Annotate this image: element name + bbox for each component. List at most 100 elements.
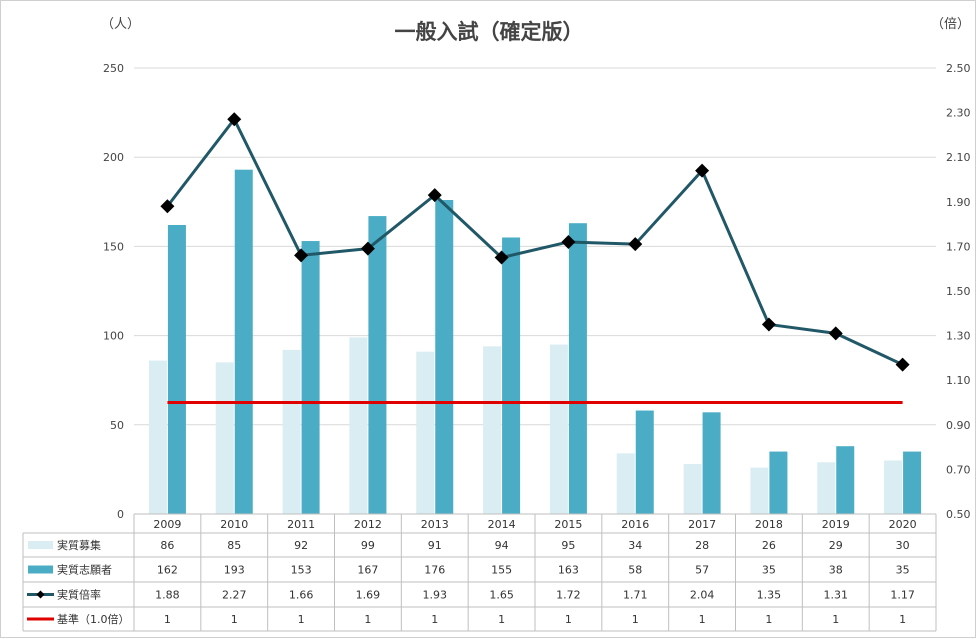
bar-1 xyxy=(817,462,836,514)
data-label: 58 xyxy=(628,564,642,577)
ratio-point xyxy=(695,163,710,178)
x-tick-label: 2017 xyxy=(688,518,716,531)
bar-2 xyxy=(502,237,521,515)
data-label: 1.17 xyxy=(890,589,915,602)
data-label: 1 xyxy=(765,613,772,626)
bar-2 xyxy=(301,241,320,514)
data-label: 193 xyxy=(224,564,245,577)
data-label: 162 xyxy=(157,564,178,577)
data-label: 163 xyxy=(558,564,579,577)
ratio-point xyxy=(160,199,175,214)
data-label: 34 xyxy=(628,539,642,552)
bar-2 xyxy=(702,412,721,514)
left-tick-label: 50 xyxy=(110,419,124,432)
bar-1 xyxy=(483,346,502,514)
right-tick-label: 0.90 xyxy=(946,419,971,432)
bar-2 xyxy=(368,216,387,514)
data-label: 30 xyxy=(896,539,910,552)
data-label: 155 xyxy=(491,564,512,577)
x-tick-label: 2013 xyxy=(421,518,449,531)
data-label: 1.65 xyxy=(489,589,514,602)
bar-2 xyxy=(435,200,454,515)
data-label: 2.04 xyxy=(690,589,715,602)
data-label: 35 xyxy=(762,564,776,577)
data-label: 1.31 xyxy=(824,589,849,602)
data-label: 1 xyxy=(431,613,438,626)
ratio-point xyxy=(227,112,242,127)
data-label: 1 xyxy=(231,613,238,626)
data-label: 28 xyxy=(695,539,709,552)
data-label: 1 xyxy=(498,613,505,626)
bar-2 xyxy=(635,410,654,514)
right-tick-label: 0.50 xyxy=(946,508,971,521)
legend-key xyxy=(28,541,53,549)
data-label: 91 xyxy=(428,539,442,552)
data-label: 92 xyxy=(294,539,308,552)
data-label: 2.27 xyxy=(222,589,247,602)
legend-label: 実質志願者 xyxy=(57,563,112,577)
bar-1 xyxy=(349,337,368,514)
x-tick-label: 2015 xyxy=(554,518,582,531)
legend-label: 実質倍率 xyxy=(57,588,101,602)
bar-1 xyxy=(549,344,568,514)
x-tick-label: 2014 xyxy=(488,518,516,531)
bar-1 xyxy=(416,351,435,514)
left-axis-unit: （人） xyxy=(101,17,140,32)
left-tick-label: 100 xyxy=(103,330,124,343)
data-label: 1 xyxy=(632,613,639,626)
bar-2 xyxy=(769,451,788,514)
left-tick-label: 0 xyxy=(117,508,124,521)
data-label: 1.93 xyxy=(423,589,448,602)
data-label: 1 xyxy=(832,613,839,626)
data-label: 1.72 xyxy=(556,589,581,602)
bar-1 xyxy=(616,453,635,514)
data-label: 57 xyxy=(695,564,709,577)
right-axis-unit: （倍） xyxy=(931,17,970,32)
x-tick-label: 2019 xyxy=(822,518,850,531)
data-label: 176 xyxy=(424,564,445,577)
ratio-point xyxy=(294,248,309,263)
legend-label: 実質募集 xyxy=(57,538,101,552)
data-label: 29 xyxy=(829,539,843,552)
ratio-point xyxy=(427,188,442,203)
bar-1 xyxy=(215,362,234,514)
ratio-point xyxy=(895,357,910,372)
left-tick-label: 150 xyxy=(103,240,124,253)
data-label: 99 xyxy=(361,539,375,552)
x-tick-label: 2018 xyxy=(755,518,783,531)
left-tick-label: 250 xyxy=(103,62,124,75)
data-label: 1 xyxy=(899,613,906,626)
data-label: 1.69 xyxy=(356,589,381,602)
data-label: 1 xyxy=(699,613,706,626)
data-label: 1.71 xyxy=(623,589,648,602)
legend-label: 基準（1.0倍） xyxy=(57,612,130,626)
bar-2 xyxy=(903,451,922,514)
ratio-point xyxy=(628,237,643,252)
data-label: 1 xyxy=(298,613,305,626)
data-label: 35 xyxy=(896,564,910,577)
x-tick-label: 2016 xyxy=(621,518,649,531)
x-tick-label: 2020 xyxy=(889,518,917,531)
bar-1 xyxy=(750,467,769,514)
chart-title: 一般入試（確定版） xyxy=(395,20,584,44)
data-label: 26 xyxy=(762,539,776,552)
bar-1 xyxy=(884,460,903,514)
data-label: 1.66 xyxy=(289,589,314,602)
ratio-point xyxy=(828,326,843,341)
right-tick-label: 1.90 xyxy=(946,196,971,209)
data-label: 1.35 xyxy=(757,589,782,602)
right-tick-label: 0.70 xyxy=(946,463,971,476)
right-tick-label: 1.10 xyxy=(946,374,971,387)
data-label: 1 xyxy=(164,613,171,626)
right-tick-label: 1.30 xyxy=(946,330,971,343)
bar-2 xyxy=(167,224,186,514)
x-tick-label: 2012 xyxy=(354,518,382,531)
bar-1 xyxy=(148,360,167,514)
data-label: 86 xyxy=(160,539,174,552)
data-label: 1.88 xyxy=(155,589,180,602)
right-tick-label: 1.70 xyxy=(946,240,971,253)
bar-2 xyxy=(234,169,253,515)
legend-key-marker xyxy=(36,590,45,599)
